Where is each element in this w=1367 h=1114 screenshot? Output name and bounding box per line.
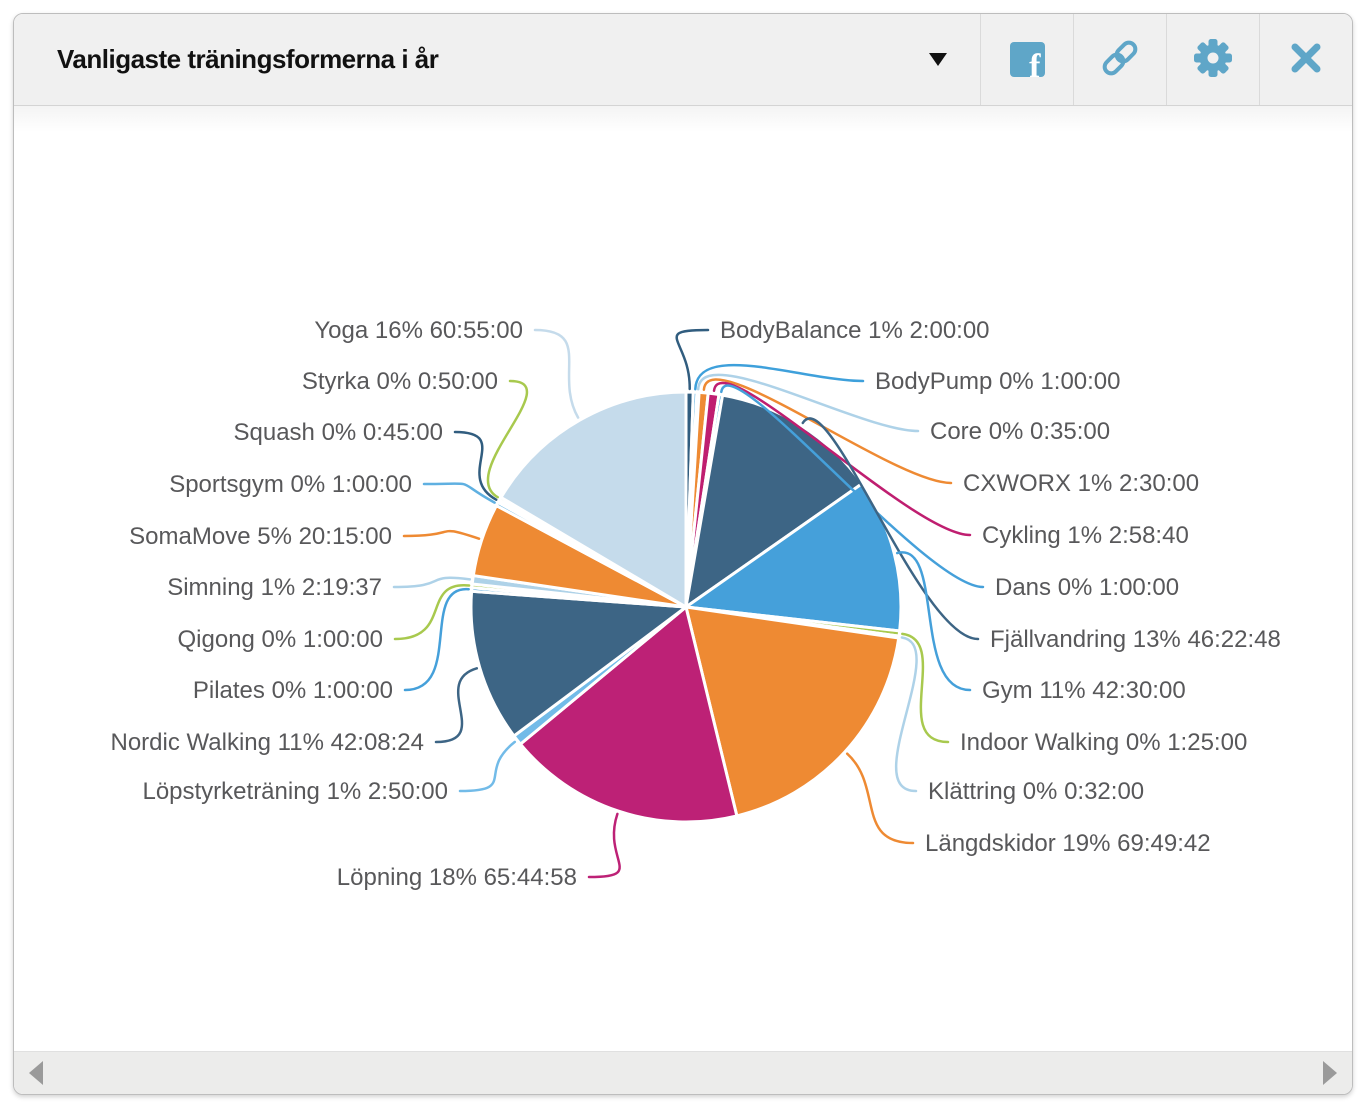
label-indoor-walking: Indoor Walking 0% 1:25:00: [960, 729, 1247, 756]
leader-qigong: [393, 584, 471, 641]
widget-title: Vanligaste träningsformerna i år: [57, 44, 439, 74]
label-bodybalance: BodyBalance 1% 2:00:00: [720, 317, 990, 344]
label-pilates: Pilates 0% 1:00:00: [193, 677, 393, 704]
leader-simning: [392, 576, 472, 589]
label-qigong: Qigong 0% 1:00:00: [178, 626, 384, 653]
gear-icon: [1190, 35, 1236, 84]
label-cxworx: CXWORX 1% 2:30:00: [963, 470, 1199, 497]
leader-gym: [895, 551, 972, 692]
leader-bodypump: [694, 363, 865, 391]
permalink-button[interactable]: [1073, 14, 1166, 105]
chevron-down-icon: [929, 53, 947, 66]
leader-styrka: [486, 379, 529, 499]
pie-slice-l-ngdskidor[interactable]: [684, 605, 901, 818]
scroll-left-button[interactable]: [14, 1052, 58, 1094]
label-l-pstyrketr-ning: Löpstyrketräning 1% 2:50:00: [142, 778, 448, 805]
label-somamove: SomaMove 5% 20:15:00: [129, 523, 392, 550]
leader-dans: [720, 384, 985, 589]
label-fj-llvandring: Fjällvandring 13% 46:22:48: [990, 626, 1281, 653]
leader-nordic-walking: [434, 667, 479, 744]
leader-cykling: [712, 381, 972, 537]
leader-kl-ttring: [894, 636, 918, 793]
label-styrka: Styrka 0% 0:50:00: [302, 368, 498, 395]
link-icon: [1097, 35, 1143, 84]
facebook-icon: f: [1009, 42, 1045, 77]
pie-slices: [469, 390, 903, 824]
label-l-pning: Löpning 18% 65:44:58: [337, 864, 577, 891]
pie-slice-l-pning[interactable]: [518, 605, 739, 824]
pie-slice-gym[interactable]: [684, 482, 903, 633]
label-nordic-walking: Nordic Walking 11% 42:08:24: [111, 729, 425, 756]
scroll-right-button[interactable]: [1308, 1052, 1352, 1094]
pie-slice-yoga[interactable]: [499, 390, 688, 609]
label-simning: Simning 1% 2:19:37: [167, 574, 382, 601]
leader-yoga: [533, 328, 580, 419]
label-dans: Dans 0% 1:00:00: [995, 574, 1179, 601]
leader-l-ngdskidor: [845, 752, 915, 845]
label-cykling: Cykling 1% 2:58:40: [982, 522, 1189, 549]
leader-bodybalance: [675, 328, 710, 391]
label-gym: Gym 11% 42:30:00: [982, 677, 1186, 704]
leader-l-pning: [587, 812, 621, 879]
label-kl-ttring: Klättring 0% 0:32:00: [928, 778, 1144, 805]
pie-chart-svg: BodyBalance 1% 2:00:00 BodyPump 0% 1:00:0…: [111, 317, 1281, 891]
label-squash: Squash 0% 0:45:00: [234, 419, 444, 446]
leader-somamove: [402, 529, 481, 540]
pie-slice-nordic-walking[interactable]: [469, 589, 688, 738]
leader-squash: [453, 430, 498, 501]
close-button[interactable]: [1259, 14, 1352, 105]
horizontal-scrollbar[interactable]: [14, 1051, 1352, 1094]
label-l-ngdskidor: Längdskidor 19% 69:49:42: [925, 830, 1211, 857]
facebook-share-button[interactable]: f: [980, 14, 1073, 105]
training-stats-widget: Vanligaste träningsformerna i år f: [13, 13, 1353, 1095]
arrow-right-icon: [1323, 1061, 1337, 1085]
leader-pilates: [403, 587, 470, 692]
leader-sportsgym: [422, 482, 496, 504]
leader-lines: [392, 328, 985, 879]
widget-header: Vanligaste träningsformerna i år f: [14, 14, 1352, 106]
settings-button[interactable]: [1166, 14, 1259, 105]
slice-labels: BodyBalance 1% 2:00:00 BodyPump 0% 1:00:0…: [111, 317, 1281, 891]
leader-fj-llvandring: [801, 417, 980, 641]
label-sportsgym: Sportsgym 0% 1:00:00: [169, 471, 412, 498]
close-icon: [1289, 41, 1323, 78]
label-yoga: Yoga 16% 60:55:00: [314, 317, 523, 344]
leader-indoor-walking: [901, 632, 950, 744]
label-bodypump: BodyPump 0% 1:00:00: [875, 368, 1121, 395]
chart-area: BodyBalance 1% 2:00:00 BodyPump 0% 1:00:0…: [14, 106, 1352, 1053]
widget-dropdown-button[interactable]: [896, 14, 980, 105]
leader-l-pstyrketr-ning: [458, 740, 517, 793]
label-core: Core 0% 0:35:00: [930, 418, 1110, 445]
arrow-left-icon: [29, 1061, 43, 1085]
leader-core: [696, 373, 920, 433]
